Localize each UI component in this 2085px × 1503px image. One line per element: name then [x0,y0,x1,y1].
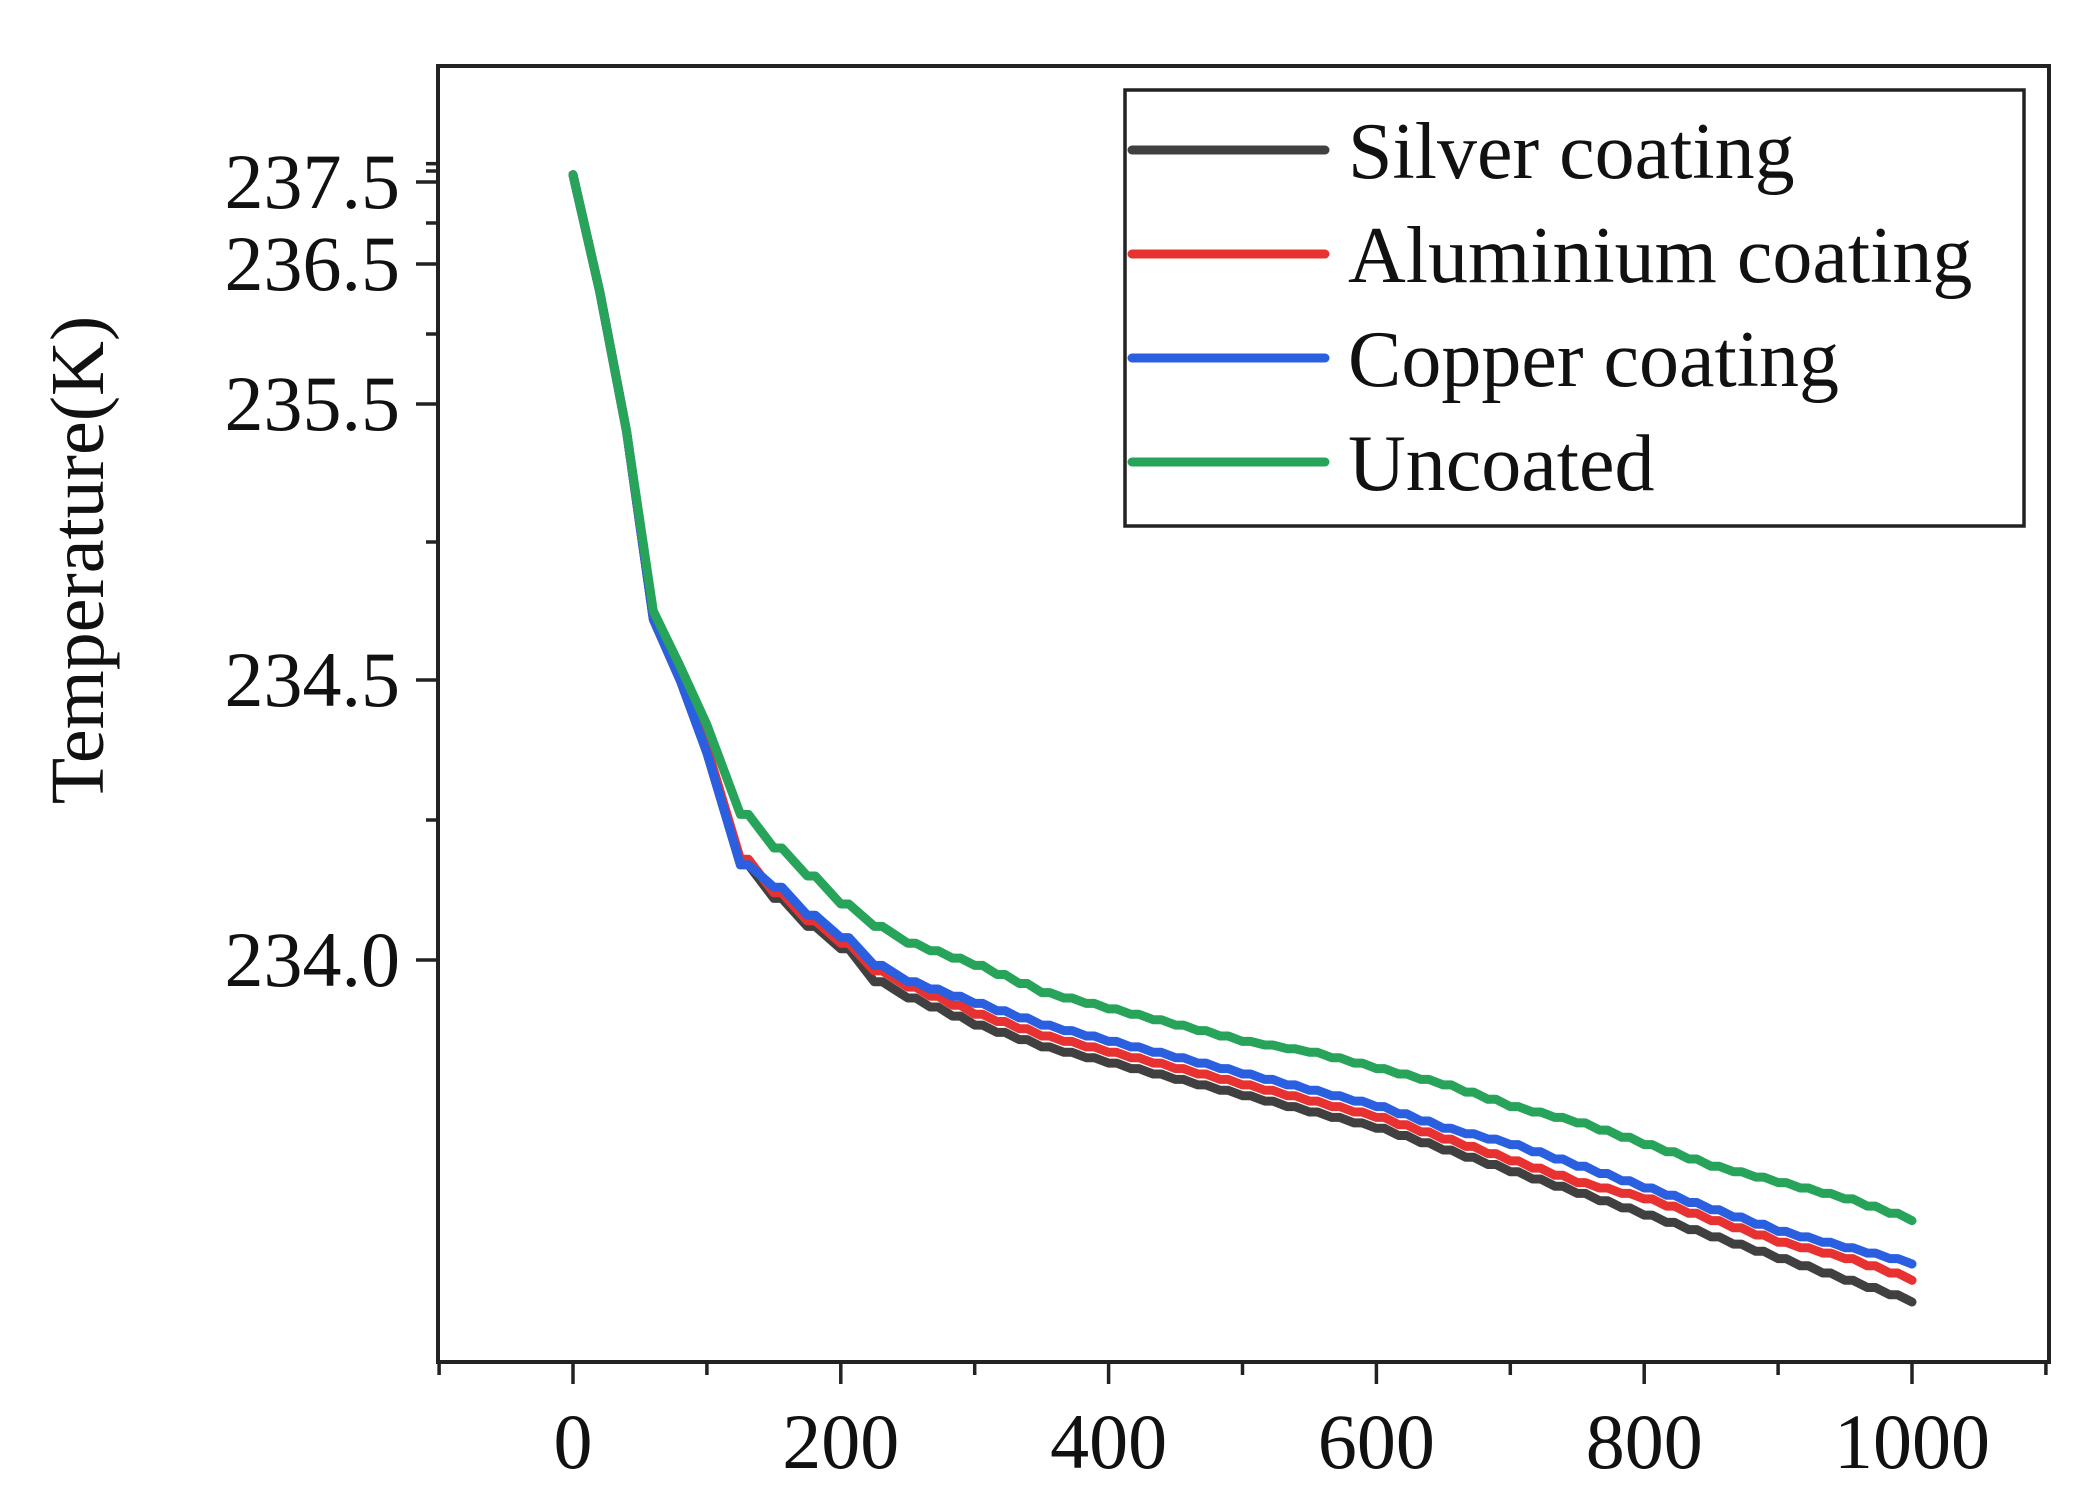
y-tick-label: 234.5 [225,636,401,723]
y-tick-label: 235.5 [225,360,401,447]
x-tick-label: 600 [1318,1398,1435,1485]
legend: Silver coating Aluminium coating Copper co… [1123,88,2026,528]
x-tick-label: 200 [782,1398,899,1485]
x-tick-label: 400 [1050,1398,1167,1485]
series-line-aluminium-coating [568,170,1917,1285]
series-lines [568,170,1917,1307]
series-line-copper-coating [568,170,1917,1269]
legend-label-uncoated: Uncoated [1348,420,1655,508]
y-axis-title: Temperature(K) [36,316,120,804]
y-axis-ticks [416,161,438,962]
y-tick-label: 236.5 [225,220,401,307]
legend-label-aluminium-coating: Aluminium coating [1348,212,1972,300]
x-tick-label: 0 [554,1398,593,1485]
legend-box [1123,88,2026,528]
x-axis-ticks [437,1362,2048,1384]
series-line-uncoated [568,170,1917,1226]
y-tick-label: 234.0 [225,916,401,1003]
x-tick-label: 1000 [1834,1398,1990,1485]
legend-label-copper-coating: Copper coating [1348,316,1839,404]
x-axis-tick-labels: 0 200 400 600 800 1000 [554,1398,1991,1485]
x-tick-label: 800 [1586,1398,1703,1485]
y-tick-label: 237.5 [225,138,401,225]
series-line-silver-coating [568,170,1917,1307]
legend-label-silver-coating: Silver coating [1348,108,1795,196]
